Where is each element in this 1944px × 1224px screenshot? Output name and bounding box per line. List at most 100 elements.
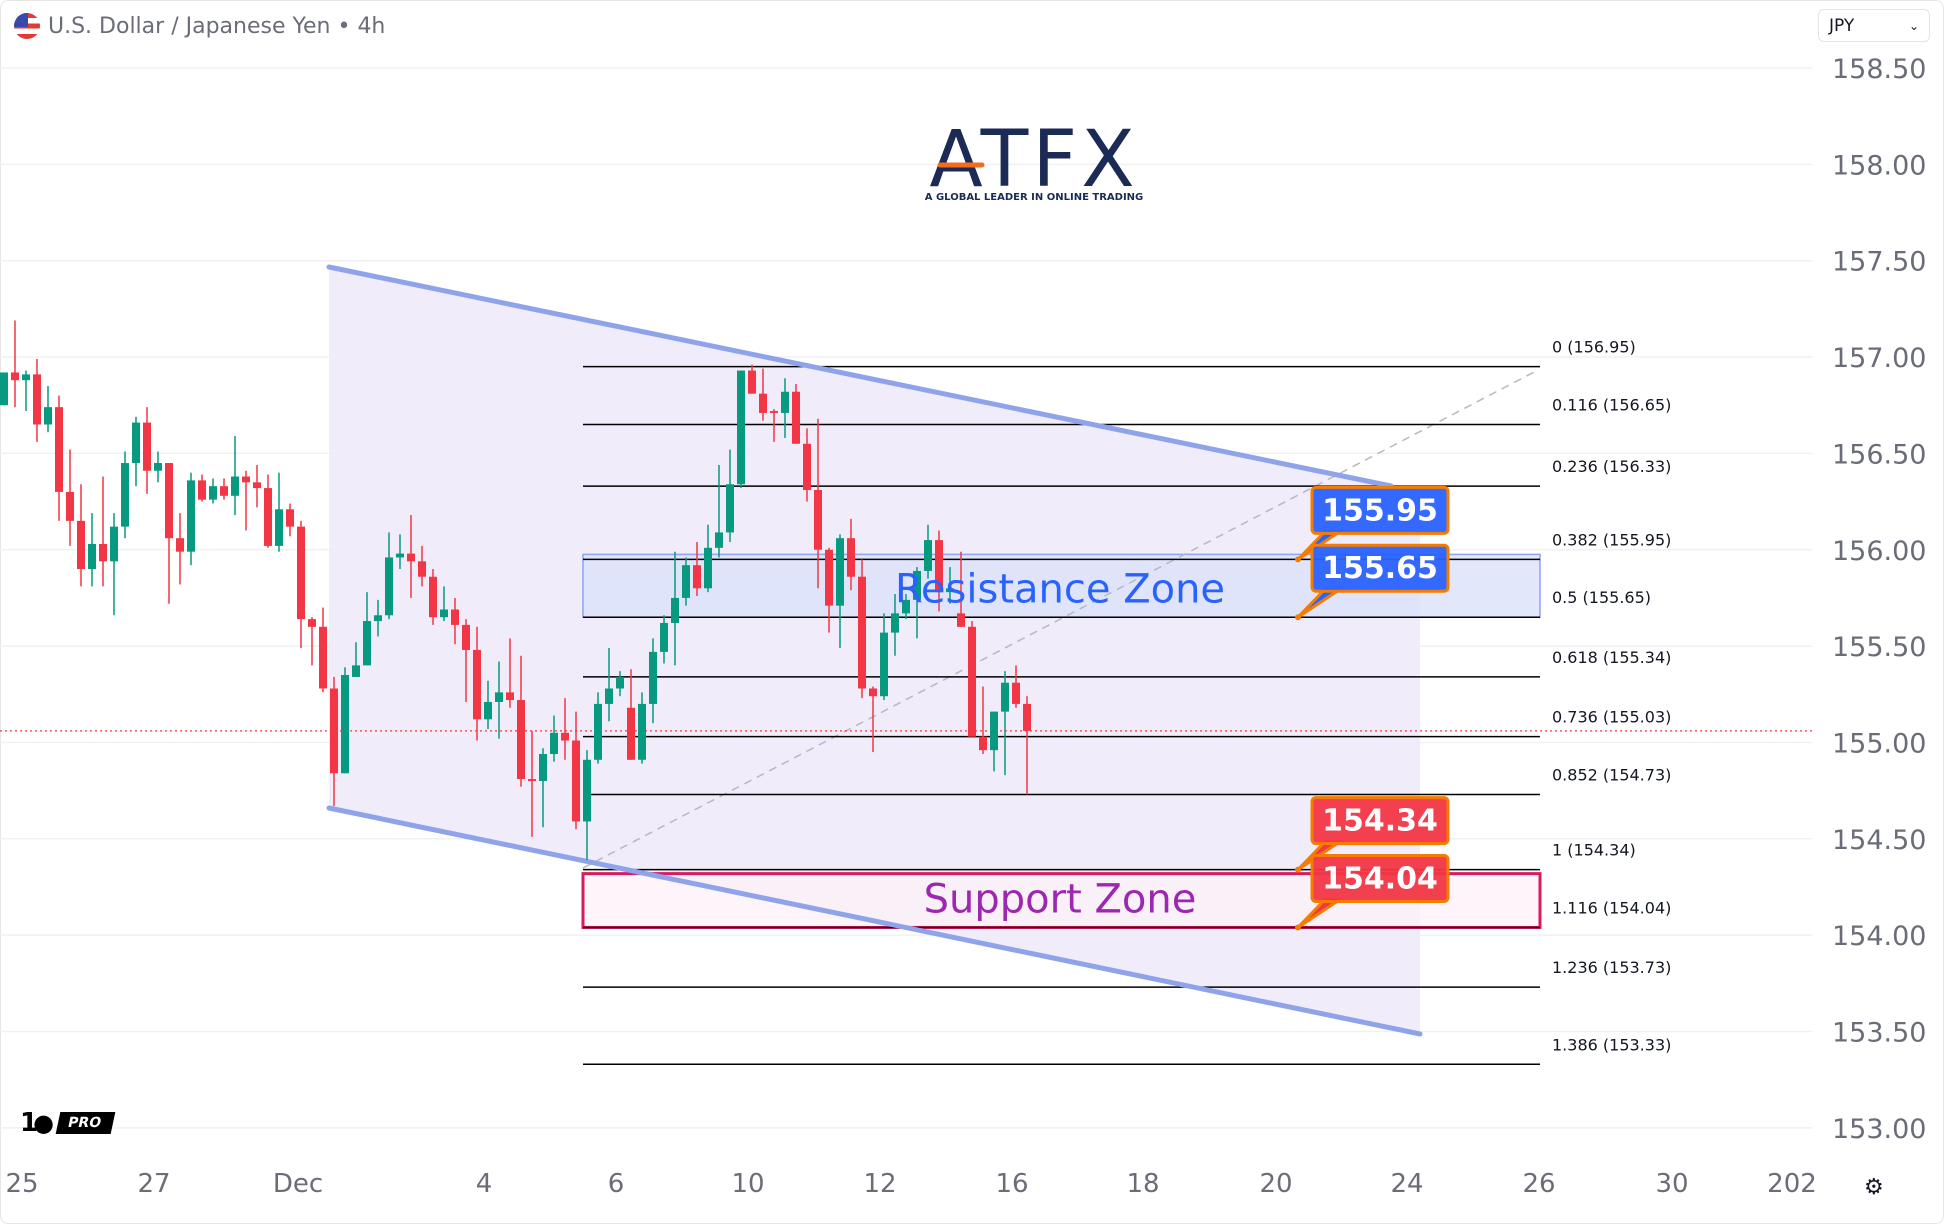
candle bbox=[539, 748, 547, 828]
candle-body bbox=[583, 759, 591, 822]
tradingview-logo[interactable]: 1 ● PRO bbox=[20, 1108, 116, 1138]
candle-body bbox=[836, 538, 844, 606]
candle-body bbox=[242, 476, 250, 483]
candle-body bbox=[99, 543, 107, 562]
price-callout: 155.65 bbox=[1295, 543, 1450, 621]
date-tick-label: 16 bbox=[995, 1169, 1028, 1199]
candle-body bbox=[121, 463, 129, 527]
channel-lower-line bbox=[326, 805, 1423, 1037]
candle-body bbox=[957, 613, 965, 627]
candle-body bbox=[176, 538, 184, 552]
candle bbox=[935, 530, 943, 612]
date-tick-label: 4 bbox=[476, 1169, 493, 1199]
candle bbox=[550, 715, 558, 762]
tradingview-mark-icon: 1 bbox=[20, 1108, 38, 1138]
callout-box bbox=[1310, 543, 1450, 593]
candle bbox=[209, 478, 217, 504]
symbol-title[interactable]: U.S. Dollar / Japanese Yen • 4h bbox=[14, 10, 385, 42]
candle bbox=[231, 436, 239, 516]
candle bbox=[429, 569, 437, 625]
candle bbox=[110, 513, 118, 616]
candle bbox=[627, 669, 635, 760]
candle-body bbox=[737, 370, 745, 485]
candle bbox=[462, 619, 470, 702]
currency-select-value: JPY bbox=[1829, 15, 1855, 36]
candle bbox=[0, 372, 8, 406]
candle bbox=[440, 586, 448, 622]
candle bbox=[594, 692, 602, 764]
candle-body bbox=[220, 486, 228, 496]
callout-anchor bbox=[1295, 924, 1301, 931]
callout-anchor bbox=[1295, 866, 1301, 873]
candle-body bbox=[308, 619, 316, 627]
date-tick-label: 6 bbox=[608, 1169, 625, 1199]
candle-body bbox=[1023, 703, 1031, 731]
fib-level-label: 0.5 (155.65) bbox=[1552, 588, 1651, 607]
candle bbox=[561, 698, 569, 760]
us-jp-flag-icon bbox=[14, 13, 40, 39]
candle-body bbox=[418, 561, 426, 577]
candle bbox=[33, 358, 41, 442]
candle-body bbox=[539, 754, 547, 781]
candle bbox=[583, 750, 591, 860]
candle-body bbox=[880, 632, 888, 697]
candle-body bbox=[594, 703, 602, 760]
candle-body bbox=[715, 532, 723, 548]
candle-body bbox=[330, 688, 338, 774]
candle bbox=[946, 567, 954, 604]
candle-body bbox=[847, 538, 855, 577]
atfx-logo-text: ATFX bbox=[929, 115, 1138, 205]
candle-body bbox=[110, 526, 118, 562]
candle bbox=[473, 626, 481, 741]
candle bbox=[275, 472, 283, 552]
candle bbox=[495, 661, 503, 739]
fib-level-label: 0.382 (155.95) bbox=[1552, 530, 1671, 549]
support-zone-label: Support Zone bbox=[924, 877, 1197, 923]
candle-body bbox=[682, 565, 690, 598]
candle-body bbox=[165, 463, 173, 539]
candle bbox=[407, 515, 415, 598]
candle bbox=[1023, 696, 1031, 795]
candle bbox=[704, 524, 712, 593]
currency-select[interactable]: JPY ⌄ bbox=[1818, 9, 1930, 42]
candle-body bbox=[605, 688, 613, 704]
candle bbox=[319, 607, 327, 693]
channel-upper-line bbox=[326, 264, 1394, 489]
gear-icon[interactable]: ⚙ bbox=[1864, 1175, 1884, 1200]
candle bbox=[77, 484, 85, 587]
candle-body bbox=[759, 393, 767, 413]
resistance-zone-label: Resistance Zone bbox=[895, 566, 1225, 612]
chevron-down-icon: ⌄ bbox=[1908, 18, 1919, 33]
price-tick-label: 157.00 bbox=[1832, 343, 1926, 374]
price-callout: 155.95 bbox=[1295, 485, 1450, 563]
candle bbox=[341, 667, 349, 774]
candle-body bbox=[396, 553, 404, 558]
candle-body bbox=[902, 599, 910, 614]
candle-body bbox=[935, 540, 943, 593]
candle bbox=[990, 711, 998, 772]
candle-body bbox=[462, 624, 470, 650]
date-tick-label: 18 bbox=[1126, 1169, 1159, 1199]
candle-body bbox=[407, 553, 415, 562]
candle bbox=[121, 451, 129, 539]
candle-body bbox=[803, 443, 811, 491]
fib-level-label: 1.236 (153.73) bbox=[1552, 958, 1671, 977]
candle bbox=[55, 395, 63, 521]
candle bbox=[792, 384, 800, 444]
price-tick-label: 153.50 bbox=[1832, 1018, 1926, 1049]
callout-box bbox=[1310, 485, 1450, 535]
candle-body bbox=[1001, 682, 1009, 712]
date-tick-label: 24 bbox=[1390, 1169, 1423, 1199]
candle bbox=[264, 474, 272, 548]
candle-body bbox=[429, 576, 437, 618]
candle-body bbox=[363, 621, 371, 666]
candle bbox=[781, 378, 789, 438]
candle bbox=[528, 730, 536, 837]
candle bbox=[11, 320, 19, 408]
candle bbox=[330, 676, 338, 807]
candle bbox=[847, 518, 855, 591]
candle bbox=[759, 368, 767, 421]
candle-body bbox=[484, 701, 492, 720]
candle-body bbox=[814, 490, 822, 550]
